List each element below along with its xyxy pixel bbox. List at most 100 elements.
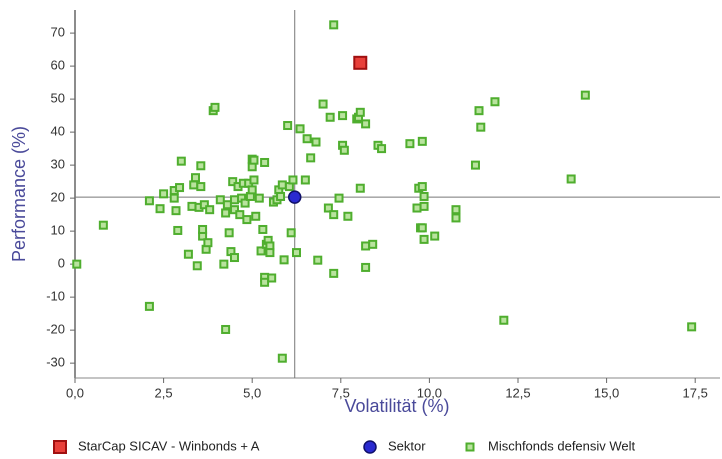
- peer-marker: [215, 195, 225, 205]
- peer-marker: [276, 191, 286, 201]
- peer-marker: [306, 153, 316, 163]
- peer-marker: [192, 261, 202, 271]
- y-tick-label: 30: [51, 157, 65, 172]
- peer-marker: [490, 97, 500, 107]
- peer-marker: [339, 145, 349, 155]
- peer-marker: [499, 315, 509, 325]
- peer-marker: [361, 241, 371, 251]
- peer-marker: [229, 205, 239, 215]
- peer-marker: [451, 205, 461, 215]
- peer-marker: [228, 177, 238, 187]
- peer-marker: [279, 255, 289, 265]
- peer-marker: [580, 90, 590, 100]
- x-tick-label: 0,0: [66, 385, 84, 400]
- peer-marker: [329, 210, 339, 220]
- peer-marker: [430, 231, 440, 241]
- peer-marker: [325, 112, 335, 122]
- peer-marker: [355, 183, 365, 193]
- peer-marker: [302, 134, 312, 144]
- peer-marker: [224, 228, 234, 238]
- x-tick-label: 12,5: [505, 385, 530, 400]
- peer-marker: [343, 211, 353, 221]
- y-tick-label: 10: [51, 223, 65, 238]
- peer-marker: [205, 205, 215, 215]
- peer-marker: [419, 234, 429, 244]
- peer-marker: [260, 277, 270, 287]
- peer-marker: [265, 248, 275, 258]
- x-tick-label: 17,5: [683, 385, 708, 400]
- peer-marker: [199, 200, 209, 210]
- sector-marker: [287, 190, 302, 204]
- peer-marker: [175, 183, 185, 193]
- peer-marker: [417, 223, 427, 233]
- legend-marker: [53, 440, 67, 454]
- y-tick-label: 60: [51, 58, 65, 73]
- peer-marker: [260, 157, 270, 167]
- peer-marker: [277, 353, 287, 363]
- peer-marker: [361, 119, 371, 129]
- y-tick-label: -20: [46, 322, 65, 337]
- peer-marker: [476, 122, 486, 132]
- peer-marker: [419, 191, 429, 201]
- peer-marker: [187, 201, 197, 211]
- peer-marker: [249, 155, 259, 165]
- peer-marker: [355, 107, 365, 117]
- peer-marker: [155, 204, 165, 214]
- peer-marker: [687, 322, 697, 332]
- peer-marker: [144, 301, 154, 311]
- peer-marker: [242, 215, 252, 225]
- peer-marker: [417, 136, 427, 146]
- y-tick-label: 40: [51, 124, 65, 139]
- peer-marker: [405, 139, 415, 149]
- x-tick-label: 7,5: [332, 385, 350, 400]
- peer-marker: [313, 255, 323, 265]
- x-tick-label: 5,0: [243, 385, 261, 400]
- peer-marker: [288, 175, 298, 185]
- y-tick-label: -10: [46, 289, 65, 304]
- fund-marker: [353, 55, 368, 70]
- peer-marker: [229, 253, 239, 263]
- peer-marker: [219, 259, 229, 269]
- peer-marker: [267, 273, 277, 283]
- peer-marker: [171, 206, 181, 216]
- y-axis-title: Performance (%): [9, 126, 29, 262]
- peer-marker: [329, 20, 339, 30]
- y-tick-label: 50: [51, 91, 65, 106]
- peer-marker: [412, 203, 422, 213]
- peer-marker: [368, 239, 378, 249]
- peer-marker: [247, 185, 257, 195]
- peer-marker: [190, 173, 200, 183]
- peer-marker: [419, 201, 429, 211]
- peer-marker: [329, 268, 339, 278]
- peer-marker: [417, 182, 427, 192]
- y-tick-label: 20: [51, 190, 65, 205]
- peer-marker: [295, 124, 305, 134]
- peer-marker: [323, 203, 333, 213]
- x-tick-label: 15,0: [594, 385, 619, 400]
- peer-marker: [173, 225, 183, 235]
- peer-marker: [240, 198, 250, 208]
- x-axis-title: Volatilität (%): [344, 396, 449, 416]
- x-tick-label: 2,5: [155, 385, 173, 400]
- peer-marker: [210, 102, 220, 112]
- y-tick-label: -30: [46, 355, 65, 370]
- peer-marker: [203, 238, 213, 248]
- peer-marker: [311, 137, 321, 147]
- peer-marker: [300, 175, 310, 185]
- peer-marker: [189, 180, 199, 190]
- legend-marker: [363, 440, 377, 454]
- peer-marker: [249, 175, 259, 185]
- peer-marker: [98, 220, 108, 230]
- legend-label: Sektor: [388, 438, 426, 453]
- legend-marker: [465, 442, 475, 452]
- peer-marker: [176, 156, 186, 166]
- peer-marker: [169, 193, 179, 203]
- x-tick-label: 10,0: [417, 385, 442, 400]
- y-tick-label: 70: [51, 25, 65, 40]
- peer-marker: [251, 211, 261, 221]
- peer-marker: [566, 174, 576, 184]
- peer-marker: [235, 210, 245, 220]
- peer-marker: [474, 106, 484, 116]
- peer-marker: [229, 195, 239, 205]
